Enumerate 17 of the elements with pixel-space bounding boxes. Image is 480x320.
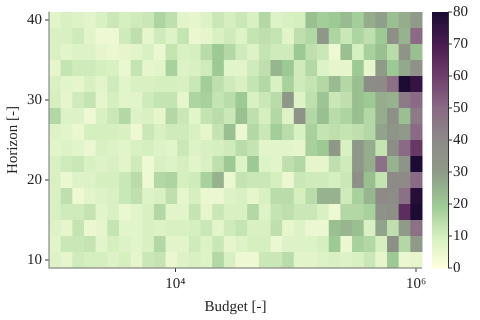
color-bar-label: 40 bbox=[453, 132, 468, 148]
x-tick-label: 10⁶ bbox=[406, 276, 426, 292]
x-axis-title: Budget [-] bbox=[204, 298, 267, 315]
y-tick-label: 30 bbox=[27, 92, 42, 108]
color-bar-label: 0 bbox=[453, 260, 460, 276]
color-bar-label: 20 bbox=[453, 196, 468, 212]
y-axis-title: Horizon [-] bbox=[4, 106, 21, 174]
y-tick-label: 10 bbox=[27, 252, 42, 268]
color-bar-label: 70 bbox=[453, 36, 468, 52]
color-bar-label: 10 bbox=[453, 228, 468, 244]
color-bar-label: 80 bbox=[453, 4, 468, 20]
y-tick-label: 40 bbox=[27, 12, 42, 28]
color-bar-label: 50 bbox=[453, 100, 468, 116]
color-bar-label: 30 bbox=[453, 164, 468, 180]
x-tick-label: 10⁴ bbox=[165, 276, 186, 292]
color-bar-label: 60 bbox=[453, 68, 468, 84]
y-tick-label: 20 bbox=[27, 172, 42, 188]
